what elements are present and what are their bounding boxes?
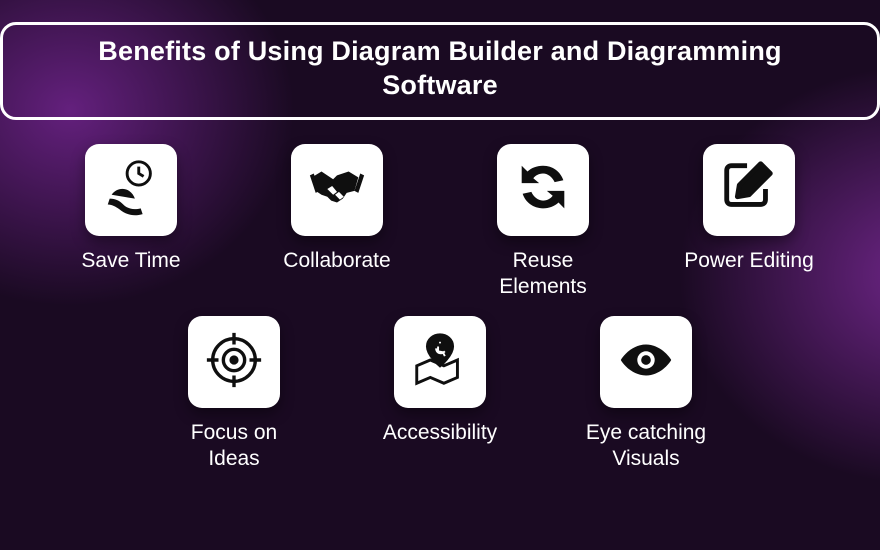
benefits-grid: Save Time Collaborate [0, 144, 880, 473]
grid-row-1: Save Time Collaborate [61, 144, 819, 301]
icon-box [394, 316, 486, 408]
icon-box [291, 144, 383, 236]
benefit-label: Save Time [81, 248, 180, 274]
refresh-icon [512, 156, 574, 223]
benefit-collaborate: Collaborate [267, 144, 407, 301]
crosshair-icon [203, 329, 265, 396]
benefit-accessibility: Accessibility [370, 316, 510, 473]
icon-box [85, 144, 177, 236]
benefit-reuse-elements: Reuse Elements [473, 144, 613, 301]
benefit-power-editing: Power Editing [679, 144, 819, 301]
benefit-label: Focus on Ideas [164, 420, 304, 473]
benefit-focus-on-ideas: Focus on Ideas [164, 316, 304, 473]
edit-square-icon [718, 156, 780, 223]
grid-row-2: Focus on Ideas Accessibility [164, 316, 716, 473]
benefit-label: Reuse Elements [473, 248, 613, 301]
benefit-eye-catching-visuals: Eye catching Visuals [576, 316, 716, 473]
icon-box [497, 144, 589, 236]
icon-box [188, 316, 280, 408]
accessibility-map-icon [409, 329, 471, 396]
handshake-icon [306, 156, 368, 223]
benefit-save-time: Save Time [61, 144, 201, 301]
benefit-label: Power Editing [684, 248, 814, 274]
eye-icon [615, 329, 677, 396]
benefit-label: Collaborate [283, 248, 390, 274]
title-box: Benefits of Using Diagram Builder and Di… [0, 22, 880, 120]
benefit-label: Accessibility [383, 420, 497, 446]
icon-box [600, 316, 692, 408]
icon-box [703, 144, 795, 236]
clock-hand-icon [100, 156, 162, 223]
title-text: Benefits of Using Diagram Builder and Di… [98, 36, 781, 100]
benefit-label: Eye catching Visuals [576, 420, 716, 473]
